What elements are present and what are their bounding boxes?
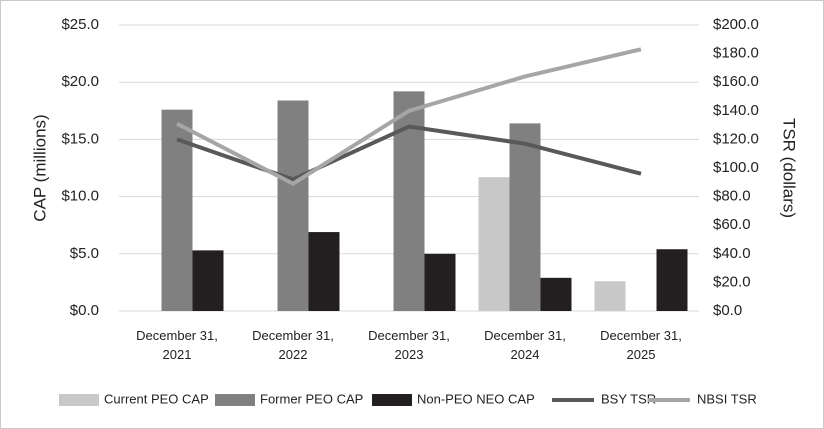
- y2-tick-label: $0.0: [713, 302, 742, 319]
- line: [176, 124, 642, 182]
- y2-tick-label: $20.0: [713, 273, 751, 290]
- bar: [540, 277, 572, 311]
- legend-label: BSY TSR: [601, 391, 656, 406]
- bar: [424, 253, 456, 311]
- x-tick-label: December 31, 2021: [136, 328, 218, 362]
- bar: [594, 281, 626, 311]
- y-tick-label: $0.0: [70, 302, 99, 319]
- bar: [192, 250, 224, 311]
- legend-label: Current PEO CAP: [104, 391, 209, 406]
- bar: [308, 232, 340, 311]
- y-tick-label: $10.0: [61, 188, 99, 205]
- y2-tick-label: $160.0: [713, 73, 759, 90]
- x-tick-label: December 31, 2023: [368, 328, 450, 362]
- y2-tick-label: $120.0: [713, 130, 759, 147]
- x-tick-label: December 31, 2025: [600, 328, 682, 362]
- bar: [509, 123, 541, 311]
- line: [176, 47, 642, 187]
- y2-axis-title: TSR (dollars): [780, 118, 799, 218]
- y-axis-title: CAP (millions): [30, 114, 49, 221]
- legend-label: Former PEO CAP: [260, 391, 363, 406]
- y-tick-label: $20.0: [61, 73, 99, 90]
- y2-tick-label: $140.0: [713, 102, 759, 119]
- y2-tick-label: $80.0: [713, 188, 751, 205]
- legend-swatch: [215, 394, 255, 406]
- bar: [478, 177, 510, 311]
- y2-tick-label: $40.0: [713, 245, 751, 262]
- y-tick-label: $25.0: [61, 16, 99, 33]
- x-tick-label: December 31, 2024: [484, 328, 566, 362]
- legend-swatch: [372, 394, 412, 406]
- y2-tick-label: $100.0: [713, 159, 759, 176]
- legend-swatch: [59, 394, 99, 406]
- y2-tick-label: $200.0: [713, 16, 759, 33]
- legend-label: Non-PEO NEO CAP: [417, 391, 535, 406]
- x-tick-label: December 31, 2022: [252, 328, 334, 362]
- bar: [393, 91, 425, 312]
- y-tick-label: $5.0: [70, 245, 99, 262]
- bar: [656, 249, 688, 311]
- y2-tick-label: $60.0: [713, 216, 751, 233]
- y2-tick-label: $180.0: [713, 45, 759, 62]
- y-tick-label: $15.0: [61, 130, 99, 147]
- bar: [277, 100, 309, 311]
- legend-label: NBSI TSR: [697, 391, 757, 406]
